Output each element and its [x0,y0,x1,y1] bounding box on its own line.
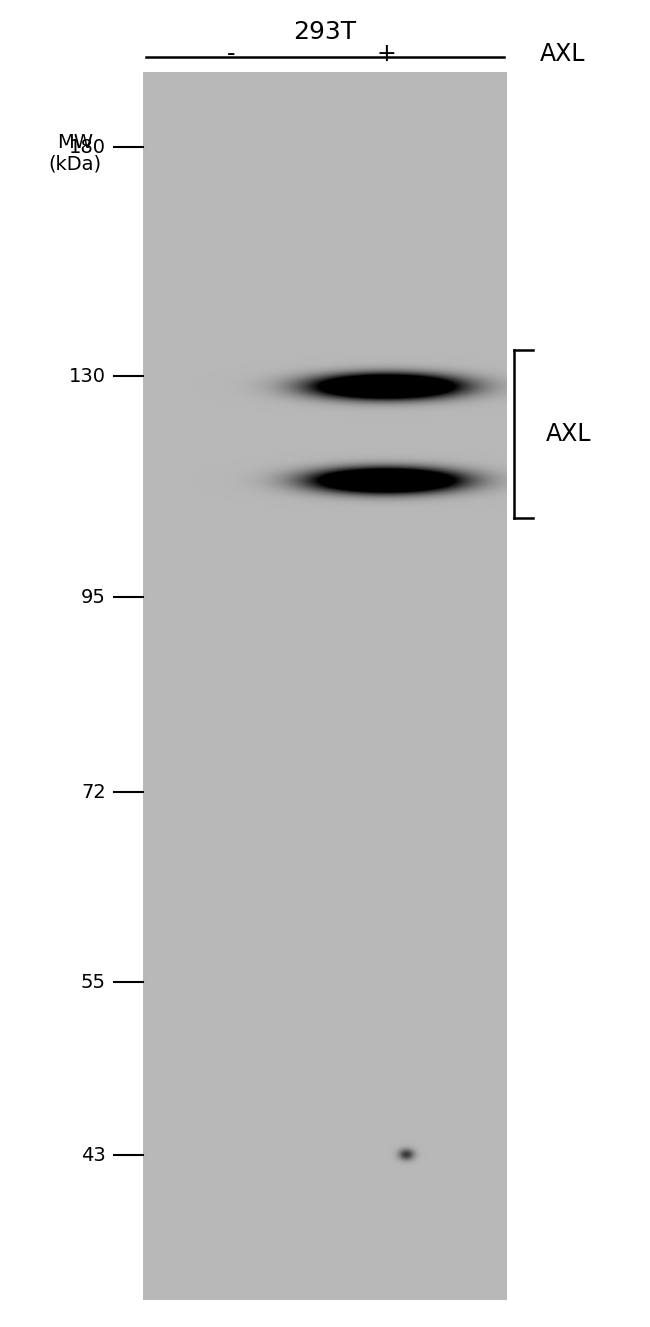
Text: +: + [377,42,396,66]
Text: -: - [226,42,235,66]
Text: AXL: AXL [546,422,592,446]
Text: AXL: AXL [540,42,585,66]
Text: 293T: 293T [293,20,357,44]
Text: 130: 130 [69,366,106,386]
Text: 180: 180 [69,138,106,157]
Text: 95: 95 [81,588,106,606]
Text: 43: 43 [81,1147,106,1165]
Text: 55: 55 [81,973,106,991]
Text: 72: 72 [81,783,106,802]
Text: MW
(kDa): MW (kDa) [48,133,101,174]
